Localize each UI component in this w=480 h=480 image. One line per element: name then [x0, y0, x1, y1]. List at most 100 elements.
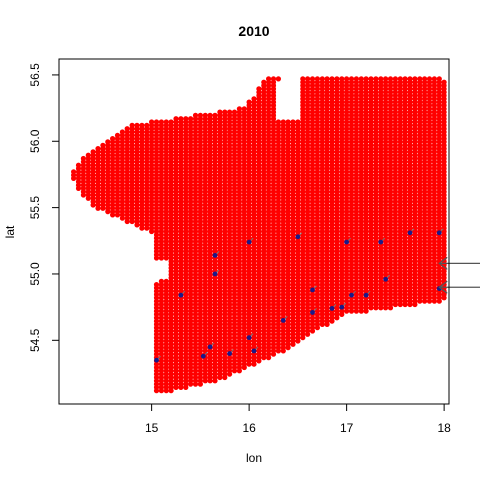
data-point: [314, 76, 320, 82]
data-point: [348, 76, 355, 82]
data-point: [373, 76, 379, 82]
data-point: [319, 76, 325, 82]
arrow-marker: [438, 280, 480, 294]
x-tick-label: 17: [340, 421, 354, 435]
x-axis-label: lon: [246, 451, 262, 465]
data-point: [270, 76, 277, 82]
y-axis-label: lat: [3, 225, 17, 238]
highlight-point: [178, 292, 184, 298]
data-point: [168, 119, 174, 125]
data-point: [334, 76, 340, 82]
highlight-point: [227, 351, 233, 356]
data-points: [71, 76, 447, 394]
data-point: [149, 119, 155, 125]
data-point: [100, 142, 106, 148]
data-point: [426, 76, 433, 82]
highlight-point: [212, 271, 218, 277]
highlight-point: [246, 239, 252, 245]
data-point: [387, 76, 394, 82]
data-point: [95, 146, 101, 152]
highlight-point: [383, 276, 389, 282]
data-point: [124, 126, 130, 132]
highlight-point: [207, 344, 213, 350]
highlight-point: [329, 306, 335, 311]
y-tick-label: 56.0: [28, 129, 42, 153]
data-point: [300, 76, 306, 82]
data-point: [188, 116, 194, 122]
data-point: [290, 119, 296, 125]
data-point: [158, 119, 164, 125]
data-point: [85, 152, 91, 158]
highlight-point: [295, 234, 301, 240]
y-tick-label: 55.5: [28, 196, 42, 220]
highlight-point: [310, 287, 315, 293]
data-point: [246, 99, 252, 105]
data-point: [75, 162, 82, 168]
data-point: [178, 116, 184, 122]
data-point: [378, 76, 384, 82]
data-point: [90, 149, 96, 155]
y-axis: 54.555.055.556.056.5: [28, 63, 59, 352]
data-point: [295, 119, 301, 125]
data-point: [266, 76, 272, 82]
data-point: [222, 109, 228, 115]
y-tick-label: 54.5: [28, 328, 42, 352]
highlight-point: [251, 348, 257, 354]
data-point: [153, 282, 160, 288]
data-point: [441, 79, 447, 85]
highlight-point: [407, 230, 413, 236]
highlight-point: [436, 230, 442, 236]
data-point: [329, 76, 335, 82]
data-point: [227, 109, 233, 115]
data-point: [436, 76, 442, 82]
data-point: [139, 122, 145, 128]
highlight-point: [349, 292, 354, 298]
data-point: [363, 76, 369, 82]
data-point: [275, 76, 281, 82]
data-point: [212, 112, 218, 118]
data-point: [275, 119, 281, 125]
data-point: [407, 76, 413, 82]
highlight-point: [339, 304, 345, 310]
highlight-points: [154, 228, 444, 363]
x-axis: 15 16 17 18: [145, 404, 451, 435]
data-point: [114, 132, 121, 138]
data-point: [129, 122, 135, 128]
data-point: [392, 76, 398, 82]
data-point: [153, 119, 160, 125]
data-point: [431, 76, 437, 82]
x-tick-label: 18: [437, 421, 451, 435]
y-tick-label: 55.0: [28, 262, 42, 286]
data-point: [207, 112, 213, 118]
data-point: [236, 106, 242, 112]
data-point: [163, 278, 169, 284]
data-point: [158, 278, 164, 284]
data-point: [71, 169, 77, 175]
data-point: [256, 86, 262, 92]
data-point: [183, 116, 189, 122]
data-point: [358, 76, 364, 82]
arrow-marker: [438, 256, 480, 270]
highlight-point: [212, 252, 218, 258]
offplot-arrows: [438, 256, 480, 294]
data-point: [119, 129, 125, 135]
data-point: [197, 112, 203, 118]
data-point: [309, 76, 316, 82]
data-point: [163, 119, 169, 125]
x-tick-label: 15: [145, 421, 159, 435]
data-point: [412, 76, 418, 82]
data-point: [134, 122, 140, 128]
highlight-point: [310, 310, 315, 315]
data-point: [280, 119, 286, 125]
data-point: [402, 76, 408, 82]
highlight-point: [344, 239, 350, 245]
data-point: [144, 122, 150, 128]
highlight-point: [200, 353, 206, 359]
data-point: [261, 79, 267, 85]
data-point: [417, 76, 423, 82]
data-point: [192, 112, 199, 118]
data-point: [368, 76, 374, 82]
data-point: [217, 109, 223, 115]
highlight-point: [378, 239, 384, 245]
